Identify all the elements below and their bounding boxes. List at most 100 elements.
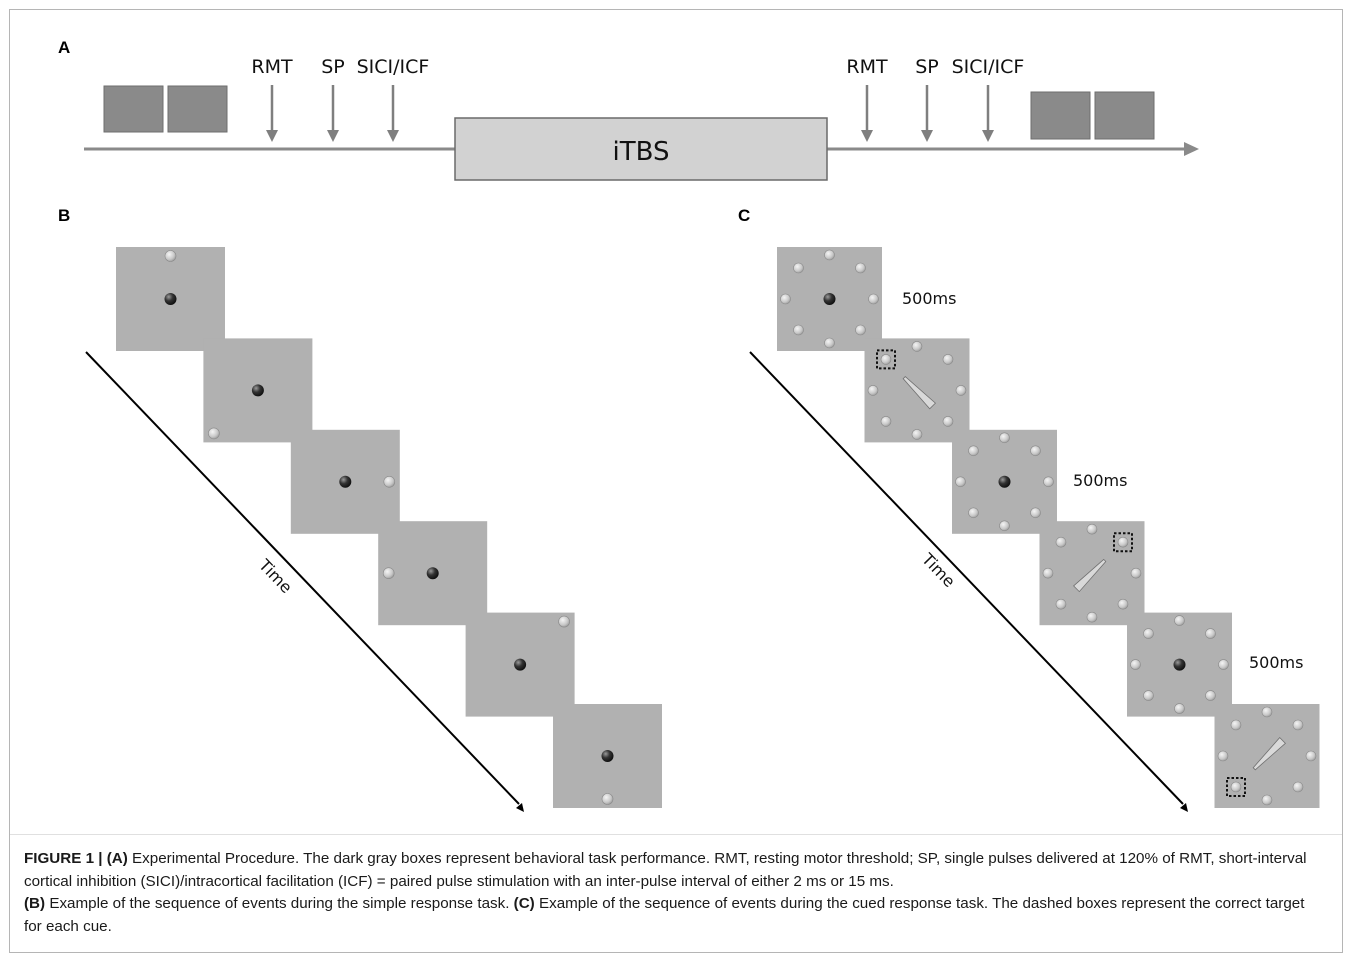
cue-arrow-icon [1252,737,1286,771]
fixation-dot [601,750,614,762]
fixation-frame [1127,612,1232,717]
target-dot [601,793,614,805]
target-dot [955,476,966,488]
itbs-box [454,117,828,181]
target-dot [1130,567,1142,579]
target-dot [1230,719,1242,731]
target-dot [1174,615,1185,626]
pre-sici-icf-arrow [387,85,399,142]
post-sp-label: SP [915,56,939,78]
caption-a-text: Experimental Procedure. The dark gray bo… [24,850,1307,890]
fixation-frame [777,247,882,351]
panel-a-letter: A [58,38,70,57]
fixation-dot [426,567,439,580]
pre-sici-icf-label: SICI/ICF [357,56,430,78]
cue-arrow-icon [1073,558,1107,593]
panel-b-letter: B [58,206,70,225]
target-dot [1217,750,1229,762]
target-dot [383,475,396,488]
target-dot [1055,536,1067,548]
time-axis-c [749,351,1184,805]
stimulus-frame [116,247,225,351]
post-sici-icf-arrow [982,85,994,142]
stimulus-frame [290,429,400,534]
post-rmt-arrow [861,85,873,142]
caption-lead: FIGURE 1 | [24,850,107,867]
fixation-dot [823,293,836,305]
target-dot [968,445,979,457]
duration-label: 500ms [1073,471,1127,490]
target-dot [793,262,804,274]
fixation-dot [998,475,1011,488]
duration-label: 500ms [1249,653,1303,672]
target-dot [1030,507,1041,519]
panel-c: C Time 500ms 500ms 500ms [738,206,1320,812]
pre-sp-arrow [327,85,339,142]
correct-target-dashed-box [876,349,896,370]
fixation-dot [164,293,177,305]
target-dot [999,520,1010,532]
target-dot [558,615,570,628]
target-dot [855,262,866,274]
post-task-box [1094,91,1155,140]
post-sp-arrow [921,85,933,142]
target-dot [1230,781,1242,793]
target-dot [942,416,954,427]
caption-a-tag: (A) [106,850,128,867]
caption-c-text: Example of the sequence of events during… [24,895,1305,935]
target-dot [1117,598,1129,610]
target-dot [868,293,879,305]
caption-b-text: Example of the sequence of events during… [45,895,514,912]
target-dot [1086,611,1098,623]
stimulus-frame [465,612,575,717]
pre-rmt-arrow [266,85,278,142]
cue-frame [1214,704,1320,808]
time-arrowhead-b [516,803,524,812]
target-dot [1261,706,1273,718]
target-dot [999,432,1010,444]
fixation-dot [514,658,527,671]
post-sici-icf-label: SICI/ICF [952,56,1025,78]
target-dot [1086,523,1098,535]
time-arrowhead-c [1180,803,1188,812]
target-dot [855,324,866,336]
itbs-label: iTBS [613,137,670,167]
target-dot [911,429,923,440]
timeline-arrowhead [1184,142,1199,156]
pre-rmt-label: RMT [251,56,293,78]
figure-frame [9,9,1343,953]
correct-target-dashed-box [1226,777,1246,797]
target-dot [1117,536,1129,548]
stimulus-frame [203,338,313,443]
target-dot [1143,690,1154,701]
target-dot [1218,659,1229,670]
time-label-b: Time [254,555,296,597]
target-dot [1205,628,1216,639]
target-dot [1042,567,1054,579]
cue-frame [864,338,970,443]
caption-divider [10,834,1342,835]
fixation-dot [1173,658,1186,671]
pre-task-box [167,85,228,133]
target-dot [1030,445,1041,457]
target-dot [1305,750,1317,762]
target-dot [880,354,892,365]
caption-c-tag: (C) [513,895,535,912]
target-dot [1143,628,1154,639]
figure-caption: FIGURE 1 | (A) Experimental Procedure. T… [24,848,1324,938]
target-dot [1130,659,1141,670]
simple-task-frames [116,247,662,808]
panel-a: A RMT SP SICI/ICF iTBS RMT SP SICI/ICF [58,38,1199,181]
target-dot [1292,781,1304,793]
fixation-frame [952,429,1057,534]
pre-task-box [103,85,164,133]
target-dot [793,324,804,336]
target-dot [1055,598,1067,610]
duration-label: 500ms [902,289,956,308]
post-rmt-label: RMT [846,56,888,78]
target-dot [824,337,835,349]
time-axis-b [85,351,520,805]
stimulus-frame [553,704,662,808]
target-dot [968,507,979,519]
target-dot [1261,794,1273,806]
